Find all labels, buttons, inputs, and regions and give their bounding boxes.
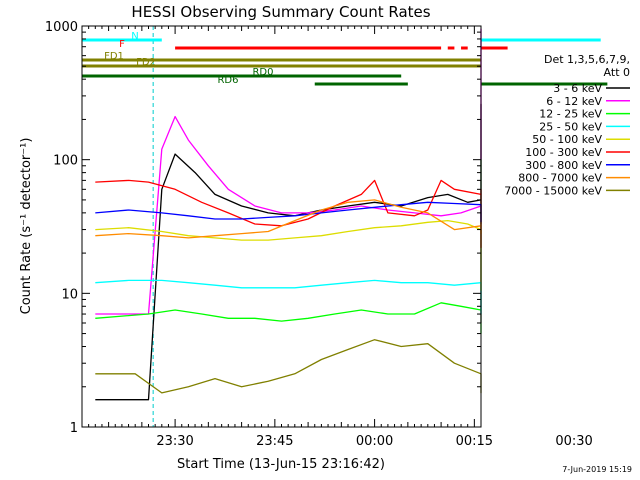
state-bar-label: FD2 xyxy=(136,57,156,68)
legend-subheader: Att 0 xyxy=(604,66,630,79)
legend-entry-label: 50 - 100 keV xyxy=(532,133,602,146)
x-tick-label: 23:30 xyxy=(156,434,193,449)
x-tick-label: 00:15 xyxy=(456,434,493,449)
y-tick-label: 1000 xyxy=(45,20,78,35)
legend-header: Det 1,3,5,6,7,9, xyxy=(544,53,630,66)
state-bar-label: RD6 xyxy=(217,75,238,86)
y-tick-label: 1 xyxy=(70,421,78,436)
legend-entry-label: 25 - 50 keV xyxy=(539,120,602,133)
state-bar-rd0: RD0 xyxy=(82,67,402,78)
legend-entry-label: 12 - 25 keV xyxy=(539,108,602,121)
state-bar-fd1: FD1 xyxy=(82,51,481,62)
state-bar-label: FD1 xyxy=(104,51,124,62)
footer-timestamp: 7-Jun-2019 15:19 xyxy=(562,465,632,474)
state-bar-rd6: RD6 xyxy=(217,75,608,86)
state-bar-f: F xyxy=(119,39,508,50)
legend-entry-label: 7000 - 15000 keV xyxy=(504,184,602,197)
state-bar-n: N xyxy=(82,31,601,42)
state-bar-label: N xyxy=(131,31,138,42)
legend-entry-label: 300 - 800 keV xyxy=(525,159,602,172)
legend-entry-label: 3 - 6 keV xyxy=(553,82,602,95)
state-bar-label: F xyxy=(119,39,125,50)
legend-entry-label: 100 - 300 keV xyxy=(525,146,602,159)
x-tick-label: 23:45 xyxy=(256,434,293,449)
chart-title: HESSI Observing Summary Count Rates xyxy=(131,3,430,21)
y-tick-label: 10 xyxy=(61,287,78,302)
x-tick-label: 00:30 xyxy=(555,434,592,449)
y-axis-label: Count Rate (s⁻¹ detector⁻¹) xyxy=(19,138,34,315)
x-tick-label: 00:00 xyxy=(356,434,393,449)
state-bar-label: RD0 xyxy=(252,67,273,78)
x-axis-label: Start Time (13-Jun-15 23:16:42) xyxy=(177,457,385,472)
axes xyxy=(81,25,482,428)
legend-entry-label: 800 - 7000 keV xyxy=(518,172,602,185)
state-bar-fd2: FD2 xyxy=(82,57,481,68)
y-tick-label: 100 xyxy=(53,154,78,169)
legend-entry-label: 6 - 12 keV xyxy=(546,95,602,108)
y-tick-labels: 1 10 100 1000 xyxy=(45,20,78,436)
